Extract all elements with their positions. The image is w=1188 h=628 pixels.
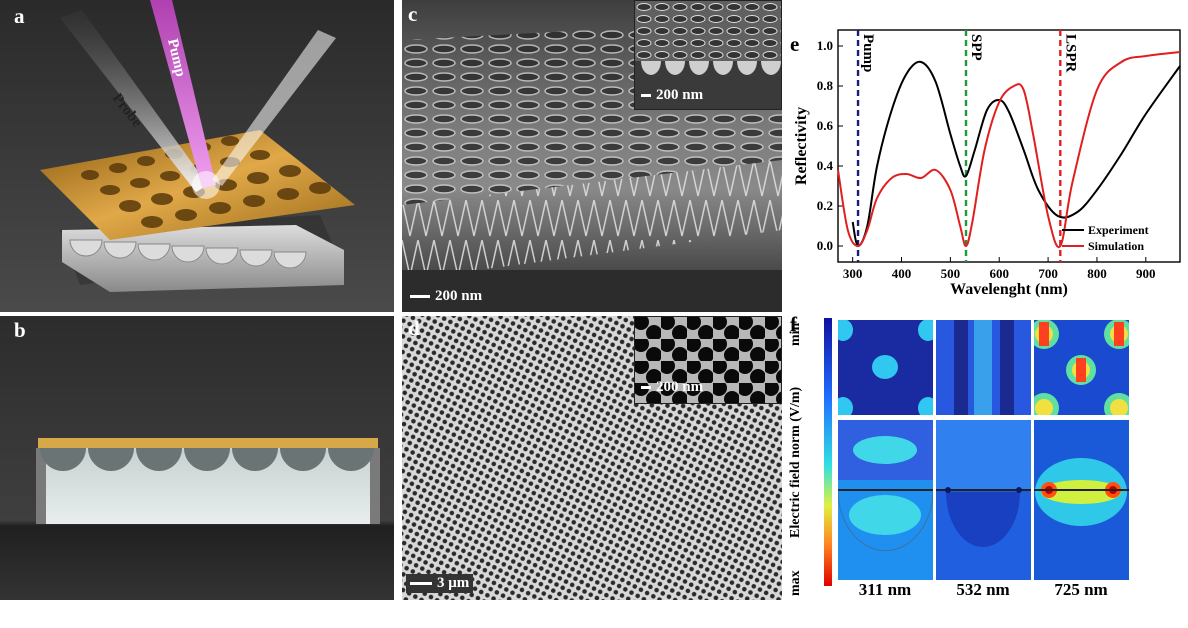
inset-c: 200 nm xyxy=(634,0,782,110)
y-tick-label: 0.2 xyxy=(817,198,833,213)
pump-beam xyxy=(150,0,216,188)
panel-e: 300 400 500 600 700 800 900 0.0 0.2 0.4 0.6 0.8 1.0 W… xyxy=(786,0,1188,312)
cup-row xyxy=(69,239,307,269)
wavelength-label-532: 532 nm xyxy=(956,580,1010,599)
scale-bar-c: 200 nm xyxy=(410,288,482,305)
schematic-illustration: Probe Pump xyxy=(0,0,394,312)
plot-frame xyxy=(837,29,1181,263)
panel-label-c: c xyxy=(408,2,418,26)
inset-scale-label-d: 200 nm xyxy=(656,379,704,395)
field-map-top-532 xyxy=(936,320,1031,415)
reflected-beam xyxy=(212,30,336,186)
y-tick-label: 0.0 xyxy=(817,238,833,253)
legend-entry-simulation: Simulation xyxy=(1088,239,1144,253)
vline-label-lspr: LSPR xyxy=(1062,34,1078,73)
field-map-top-311 xyxy=(838,320,933,415)
scale-bar-d: 3 μm xyxy=(406,574,474,593)
y-tick-label: 1.0 xyxy=(817,38,833,53)
field-map-side-725 xyxy=(1034,420,1129,580)
x-tick-label: 600 xyxy=(989,266,1009,281)
panel-d: 200 nm d 3 μm xyxy=(402,316,782,600)
probe-beam xyxy=(60,10,208,192)
x-tick-label: 800 xyxy=(1087,266,1107,281)
vline-label-pump: Pump xyxy=(860,34,876,72)
field-map-side-532 xyxy=(936,420,1031,580)
panel-c: 200 nm c 200 nm xyxy=(402,0,782,312)
y-tick-label: 0.8 xyxy=(817,78,834,93)
series-line-simulation xyxy=(837,51,1181,249)
cross-section-illustration xyxy=(0,316,394,600)
y-axis-label: Reflectivity xyxy=(793,107,810,185)
series-line-experiment xyxy=(851,60,1181,247)
x-tick-label: 400 xyxy=(892,266,912,281)
scale-label-d: 3 μm xyxy=(437,575,470,591)
panel-f: f Electric field norm (V/m) min max xyxy=(786,312,1188,628)
inset-sem-image-d xyxy=(635,317,781,403)
panel-b: b xyxy=(0,316,394,600)
inset-sem-image xyxy=(635,1,781,109)
y-tick-label: 0.4 xyxy=(817,158,834,173)
colorbar-max: max xyxy=(788,570,803,596)
field-map-top-725 xyxy=(1034,320,1129,415)
inset-scale-label-c: 200 nm xyxy=(656,87,704,103)
inset-scale-bar-d: 200 nm xyxy=(641,379,703,396)
panel-label-e: e xyxy=(790,32,800,56)
x-tick-label: 300 xyxy=(843,266,863,281)
x-axis-label: Wavelenght (nm) xyxy=(950,281,1068,298)
colorbar xyxy=(824,318,832,586)
panel-label-f: f xyxy=(790,312,797,336)
field-map-side-311 xyxy=(838,420,933,580)
panel-label-b: b xyxy=(14,318,26,342)
panel-label-a: a xyxy=(14,4,25,28)
inset-d: 200 nm xyxy=(634,316,782,404)
panel-a: Probe Pump a xyxy=(0,0,394,312)
reflectivity-chart: 300 400 500 600 700 800 900 0.0 0.2 0.4 0.6 0.8 1.0 W… xyxy=(793,29,1181,298)
x-tick-label: 700 xyxy=(1038,266,1058,281)
gold-film xyxy=(38,438,378,448)
x-tick-label: 900 xyxy=(1136,266,1156,281)
wavelength-label-725: 725 nm xyxy=(1054,580,1108,599)
inset-scale-bar-c: 200 nm xyxy=(641,87,703,104)
wavelength-label-311: 311 nm xyxy=(858,580,912,599)
x-tick-label: 500 xyxy=(941,266,961,281)
panel-label-d: d xyxy=(408,316,420,340)
colorbar-min: min xyxy=(788,322,803,346)
cavity-row xyxy=(40,448,374,471)
legend-entry-experiment: Experiment xyxy=(1088,223,1149,237)
scale-label-c: 200 nm xyxy=(435,288,483,304)
y-tick-label: 0.6 xyxy=(817,118,834,133)
vline-label-spp: SPP xyxy=(968,34,984,61)
